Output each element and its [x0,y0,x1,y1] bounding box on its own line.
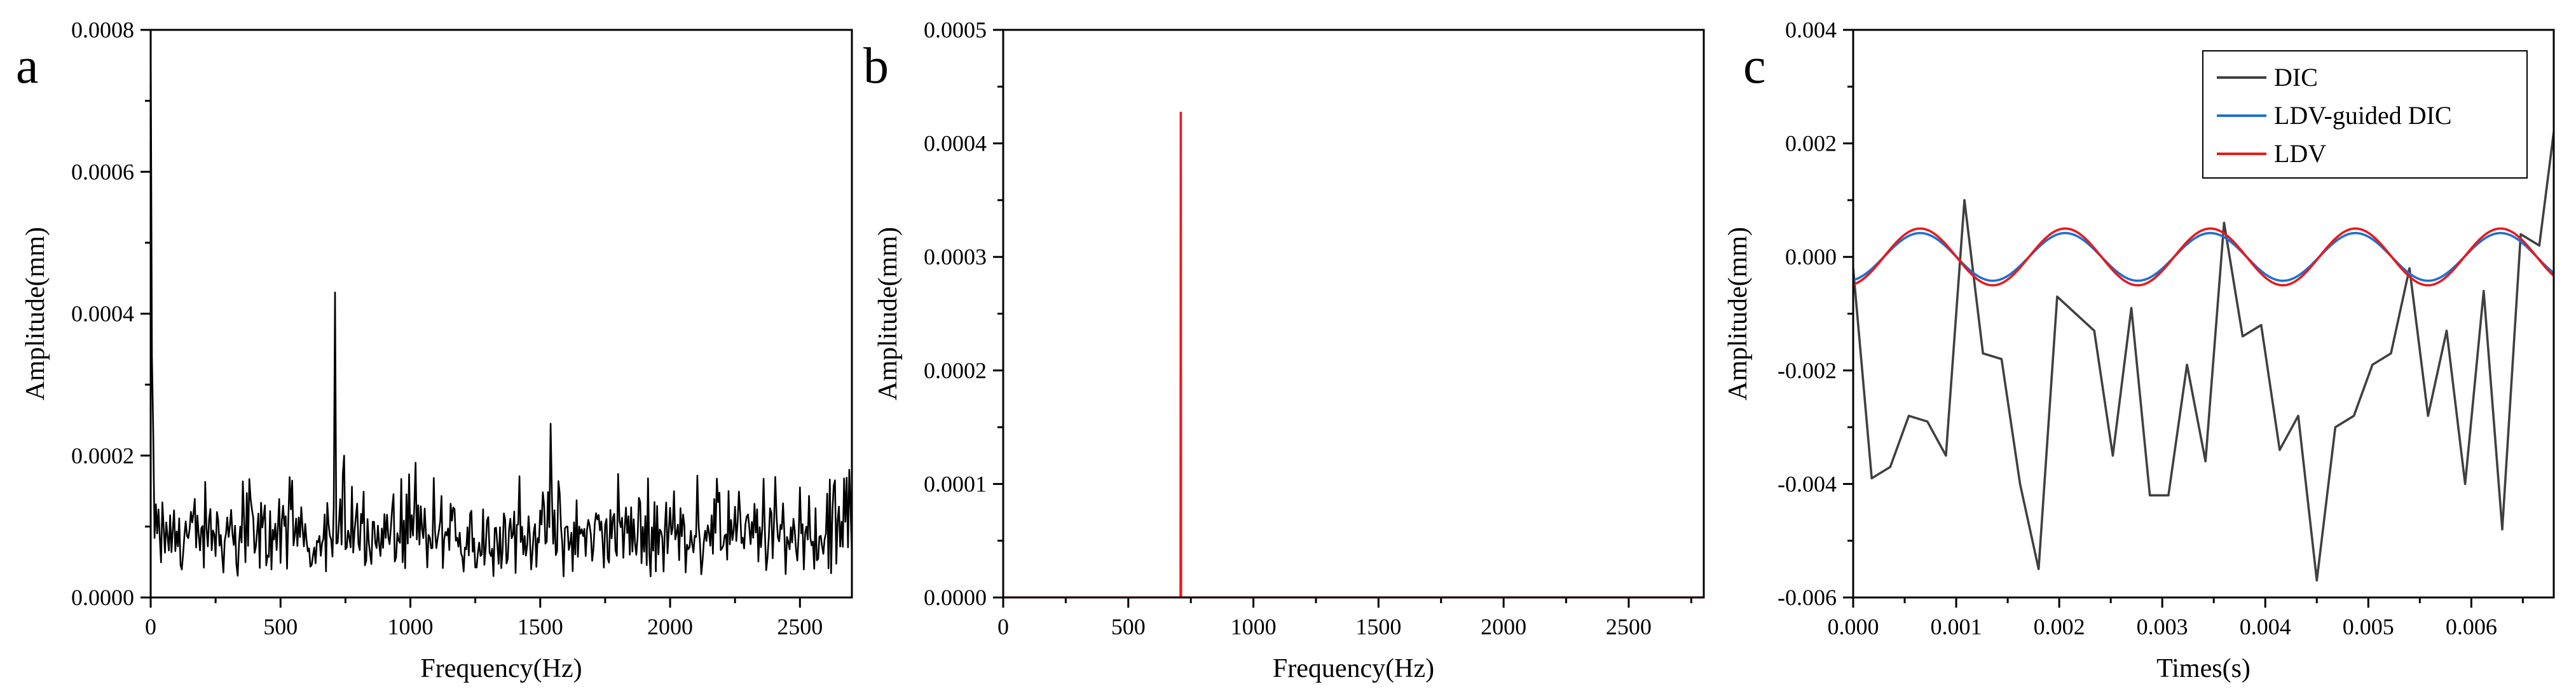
y-axis-title-b: Amplitude(mm) [874,227,903,400]
legend-c: DIC LDV-guided DIC LDV [2202,50,2528,179]
x-tick-label-a: 2500 [777,614,823,639]
legend-label-1: LDV-guided DIC [2274,101,2452,130]
series-line-c-1 [1853,231,2554,282]
y-axis-title-c: Amplitude(mm) [1723,227,1753,400]
y-tick-label-c: 0.002 [1785,131,1837,156]
y-tick-label-b: 0.0004 [924,131,987,156]
x-tick-label-a: 1000 [388,614,434,639]
x-tick-label-b: 2000 [1481,614,1526,639]
x-tick-label-b: 0 [997,614,1009,639]
x-axis-title-a: Frequency(Hz) [420,654,582,683]
y-tick-label-c: -0.004 [1778,471,1837,496]
series-line-c-2 [1853,227,2554,287]
x-tick-label-b: 1500 [1355,614,1401,639]
panel-b: 0 500 1000 1500 2000 2500 0.0000 0.0001 0.0002 0.… [863,17,1705,683]
y-tick-label-c: -0.002 [1778,358,1837,383]
y-axis-title-a: Amplitude(mm) [21,227,50,400]
x-tick-label-c: 0.002 [2034,614,2085,639]
legend-label-2: LDV [2274,139,2326,168]
panel-letter-a: a [16,38,39,94]
y-tick-label-b: 0.0005 [924,17,987,43]
plot-area-b [1003,111,1704,597]
x-tick-label-a: 2000 [647,614,693,639]
x-tick-label-c: 0.001 [1931,614,1982,639]
y-tick-label-a: 0.0000 [71,585,134,610]
series-line-a-0 [151,30,852,578]
legend-label-0: DIC [2274,63,2318,92]
x-tick-label-c: 0.003 [2137,614,2188,639]
panel-a: 0 500 1000 1500 2000 2500 0.0000 0.0002 0.0004 0.… [16,17,853,683]
panel-c: 0.000 0.001 0.002 0.003 0.004 0.005 0.006 -0.00… [1723,17,2555,683]
x-tick-label-a: 500 [263,614,298,639]
axes-frame-b [1002,29,1705,599]
x-tick-label-b: 2500 [1606,614,1652,639]
x-tick-label-c: 0.004 [2240,614,2291,639]
series-line-b-0 [1003,111,1704,597]
x-tick-label-b: 500 [1111,614,1146,639]
x-axis-title-b: Frequency(Hz) [1273,654,1434,683]
axes-frame-a [149,29,853,599]
plot-area-a [151,30,852,578]
y-tick-label-b: 0.0002 [924,358,987,383]
y-tick-label-b: 0.0000 [924,585,987,610]
x-tick-label-b: 1000 [1231,614,1277,639]
panel-letter-c: c [1743,38,1766,94]
x-axis-title-c: Times(s) [2156,654,2251,683]
y-tick-label-b: 0.0003 [924,244,987,270]
y-tick-label-c: 0.000 [1785,244,1837,270]
y-tick-label-c: 0.004 [1785,17,1837,43]
x-tick-label-a: 0 [145,614,156,639]
y-tick-label-c: -0.006 [1778,585,1837,610]
panel-letter-b: b [863,38,889,94]
x-tick-label-c: 0.000 [1828,614,1879,639]
y-tick-label-a: 0.0006 [71,159,134,184]
plot-area-c [1853,132,2554,582]
x-tick-label-a: 1500 [517,614,563,639]
y-tick-label-a: 0.0002 [71,443,134,468]
y-tick-label-a: 0.0008 [71,17,134,43]
x-tick-label-c: 0.005 [2343,614,2394,639]
y-tick-label-a: 0.0004 [71,301,134,327]
series-line-c-0 [1853,132,2554,582]
x-tick-label-c: 0.006 [2446,614,2497,639]
y-tick-label-b: 0.0001 [924,471,987,496]
